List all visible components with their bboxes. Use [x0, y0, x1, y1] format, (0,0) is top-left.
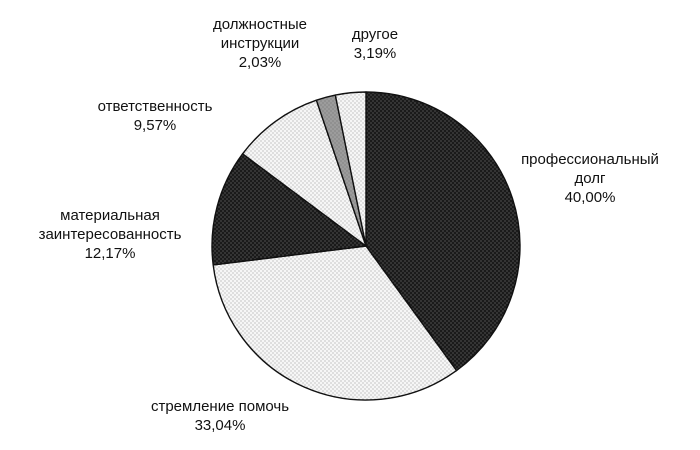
slice-label-material-interest: материальная заинтересованность 12,17% [20, 206, 200, 263]
pie-slice-material-interest [211, 153, 367, 266]
pie-slice-other [334, 91, 367, 247]
pie-slice-professional-duty [365, 91, 521, 372]
slice-name: другое [351, 26, 399, 43]
slice-label-desire-to-help: стремление помочь 33,04% [120, 397, 320, 435]
slice-label-responsibility: ответственность 9,57% [70, 97, 240, 135]
slice-label-other: другое 3,19% [335, 25, 415, 63]
slice-name: стремление помочь [150, 398, 290, 415]
pie-slice-desire-to-help [212, 245, 458, 401]
pie-slice-responsibility [241, 99, 367, 247]
slice-percent: 3,19% [353, 45, 397, 62]
slice-name-line2: инструкции [220, 35, 300, 52]
slice-percent: 2,03% [238, 54, 282, 71]
slice-name: ответственность [97, 98, 213, 115]
slice-name: профессиональный [521, 151, 659, 168]
slice-name-line2: заинтересованность [38, 226, 182, 243]
slice-percent: 33,04% [194, 417, 246, 434]
slice-percent: 12,17% [84, 245, 136, 262]
slice-label-professional-duty: профессиональный долг 40,00% [505, 150, 675, 207]
slice-name: должностные [213, 16, 307, 33]
slice-percent: 9,57% [133, 117, 177, 134]
slice-name-line2: долг [574, 170, 606, 187]
slice-label-job-instructions: должностные инструкции 2,03% [200, 15, 320, 72]
slice-name: материальная [60, 207, 160, 224]
slice-percent: 40,00% [564, 189, 616, 206]
